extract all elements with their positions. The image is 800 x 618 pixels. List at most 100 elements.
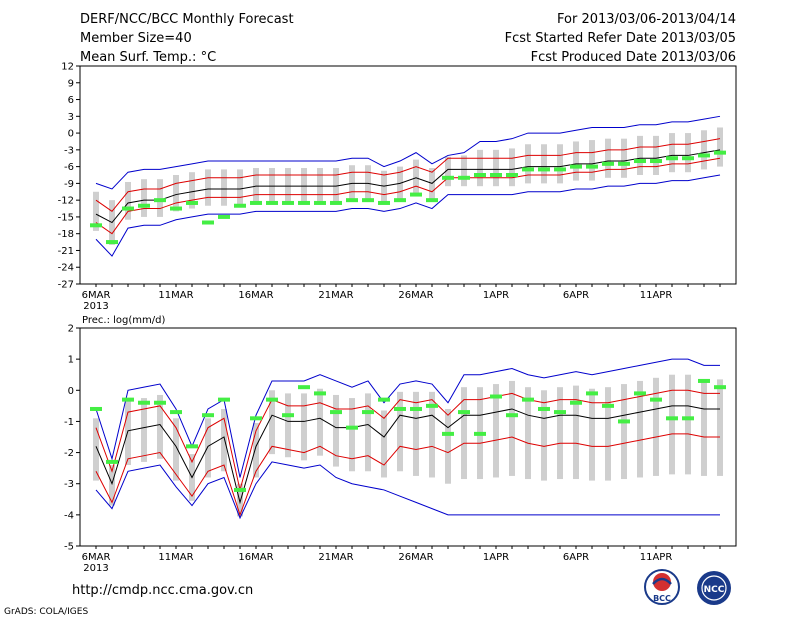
- observed-mark: [666, 416, 678, 421]
- observed-mark: [362, 198, 374, 203]
- y-tick-label: 3: [68, 112, 74, 123]
- ensemble-box: [477, 149, 483, 187]
- member-size-label: Member Size=40: [80, 31, 192, 46]
- ensemble-box: [461, 155, 467, 187]
- precipitation-x-axis: 6MAR 11MAR 16MAR 21MAR 26MAR 1APR 6APR 11APR 201…: [82, 546, 721, 574]
- ensemble-box: [701, 379, 707, 476]
- ensemble-box: [653, 135, 659, 175]
- bcc-logo: BCC: [644, 569, 680, 605]
- observed-mark: [714, 150, 726, 155]
- ensemble-lower-percentile-line: [95, 157, 721, 235]
- forecast-start-date: Fcst Started Refer Date 2013/03/05: [505, 31, 736, 46]
- x-tick-label: 1APR: [483, 290, 509, 301]
- observed-mark: [186, 200, 198, 205]
- ensemble-box: [333, 394, 339, 467]
- ensemble-box: [269, 168, 275, 203]
- ensemble-box: [173, 418, 179, 481]
- ensemble-box: [365, 393, 371, 472]
- figure-title: DERF/NCC/BCC Monthly Forecast: [80, 12, 294, 27]
- observed-mark: [586, 391, 598, 396]
- ensemble-box: [205, 169, 211, 206]
- x-year-label: 2013: [83, 301, 108, 312]
- y-tick-label: -3: [64, 479, 74, 490]
- ensemble-box: [269, 390, 275, 455]
- ensemble-box: [717, 127, 723, 167]
- ensemble-lower-percentile-line: [95, 433, 720, 517]
- y-tick-label: -12: [58, 196, 74, 207]
- grads-credit: GrADS: COLA/IGES: [4, 607, 88, 617]
- observed-mark: [106, 459, 118, 464]
- observed-mark: [442, 431, 454, 436]
- observed-mark: [202, 220, 214, 225]
- ensemble-box: [525, 144, 531, 184]
- observed-mark: [234, 487, 246, 492]
- ensemble-box: [349, 398, 355, 472]
- ensemble-box: [93, 418, 99, 481]
- ensemble-box: [541, 390, 547, 481]
- ensemble-box: [253, 168, 259, 203]
- ensemble-box: [621, 138, 627, 178]
- ensemble-box: [205, 418, 211, 478]
- observed-mark: [618, 419, 630, 424]
- ensemble-box: [557, 144, 563, 184]
- observed-mark: [410, 406, 422, 411]
- observed-mark: [298, 200, 310, 205]
- precipitation-y-axis: 2 1 0 -1 -2 -3 -4 -5: [64, 324, 80, 553]
- observed-mark: [314, 200, 326, 205]
- observed-mark: [330, 410, 342, 415]
- ensemble-box: [141, 398, 147, 462]
- observed-mark: [554, 167, 566, 172]
- observed-mark: [266, 397, 278, 402]
- observed-mark: [570, 400, 582, 405]
- ensemble-box: [605, 138, 611, 178]
- ensemble-box: [317, 168, 323, 203]
- ensemble-box: [493, 149, 499, 187]
- x-tick-label: 11MAR: [158, 290, 193, 301]
- temperature-observed-marks: [90, 150, 726, 245]
- ensemble-box: [461, 387, 467, 480]
- observed-mark: [474, 431, 486, 436]
- x-tick-label: 11APR: [640, 290, 673, 301]
- observed-mark: [346, 425, 358, 430]
- ensemble-box: [701, 130, 707, 170]
- observed-mark: [634, 391, 646, 396]
- bcc-logo-text: BCC: [653, 594, 671, 603]
- temperature-lines: [95, 115, 721, 257]
- observed-mark: [394, 406, 406, 411]
- x-tick-label: 11MAR: [158, 552, 193, 563]
- precipitation-lines: [95, 358, 720, 520]
- observed-mark: [218, 397, 230, 402]
- y-tick-label: -3: [64, 145, 74, 156]
- ensemble-box: [365, 165, 371, 201]
- x-tick-label: 21MAR: [318, 552, 353, 563]
- ensemble-box: [221, 169, 227, 206]
- ensemble-box: [589, 140, 595, 181]
- observed-mark: [170, 410, 182, 415]
- ensemble-box: [637, 135, 643, 175]
- ensemble-box: [509, 380, 515, 476]
- observed-mark: [90, 223, 102, 228]
- ensemble-box: [381, 410, 387, 478]
- observed-mark: [394, 198, 406, 203]
- observed-mark: [682, 416, 694, 421]
- ensemble-box: [637, 380, 643, 478]
- x-tick-label: 16MAR: [238, 552, 273, 563]
- x-tick-label: 6MAR: [82, 552, 111, 563]
- ensemble-box: [717, 379, 723, 476]
- observed-mark: [698, 378, 710, 383]
- observed-mark: [650, 397, 662, 402]
- observed-mark: [570, 164, 582, 169]
- ensemble-box: [669, 133, 675, 173]
- ensemble-max-line: [95, 358, 720, 478]
- ensemble-box: [573, 141, 579, 181]
- ensemble-mean-line: [95, 149, 721, 224]
- ensemble-min-line: [95, 174, 721, 257]
- ensemble-box: [221, 408, 227, 472]
- ensemble-box: [301, 393, 307, 461]
- precipitation-observed-marks: [90, 378, 726, 492]
- ensemble-upper-percentile-line: [95, 389, 720, 491]
- ensemble-box: [589, 388, 595, 481]
- y-tick-label: -21: [58, 246, 74, 257]
- ensemble-box: [285, 168, 291, 203]
- observed-mark: [634, 159, 646, 164]
